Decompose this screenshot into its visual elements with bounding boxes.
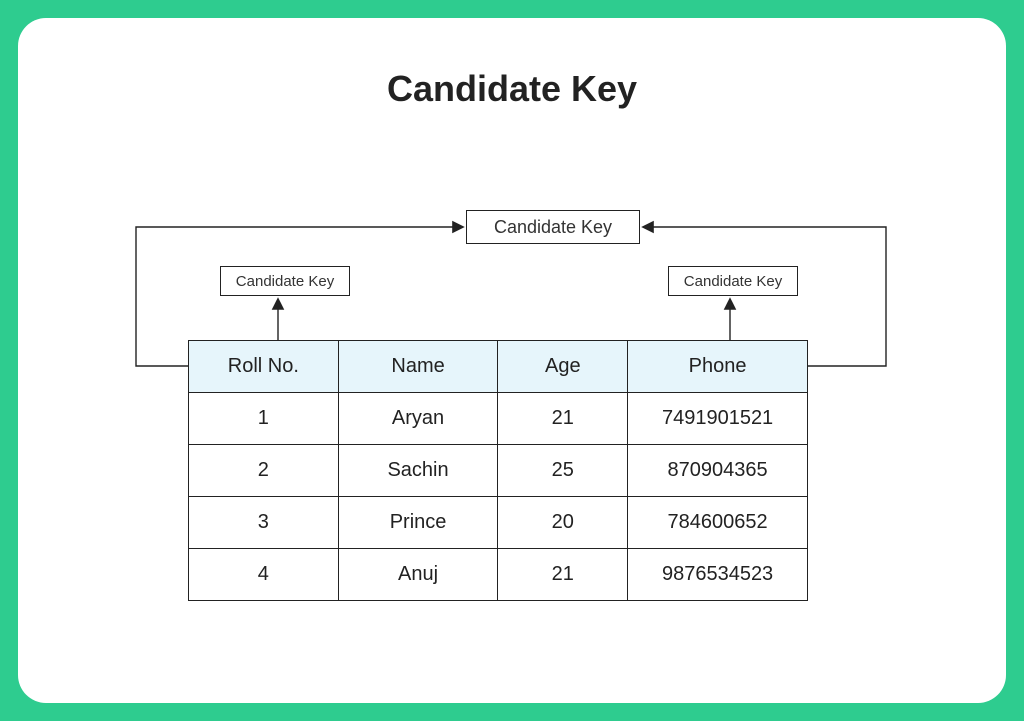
- card: Candidate Key Candidate Key Candidate Ke…: [18, 18, 1006, 703]
- candidate-key-left-box: Candidate Key: [220, 266, 350, 296]
- col-name: Name: [338, 341, 498, 393]
- table-row: 1 Aryan 21 7491901521: [189, 393, 808, 445]
- col-rollno: Roll No.: [189, 341, 339, 393]
- cell: 3: [189, 497, 339, 549]
- candidate-key-top-box: Candidate Key: [466, 210, 640, 244]
- cell: Sachin: [338, 445, 498, 497]
- table-header-row: Roll No. Name Age Phone: [189, 341, 808, 393]
- cell: 9876534523: [628, 549, 808, 601]
- cell: Anuj: [338, 549, 498, 601]
- page-title: Candidate Key: [78, 68, 946, 110]
- candidate-key-right-box: Candidate Key: [668, 266, 798, 296]
- table-row: 4 Anuj 21 9876534523: [189, 549, 808, 601]
- cell: 870904365: [628, 445, 808, 497]
- table-row: 2 Sachin 25 870904365: [189, 445, 808, 497]
- col-age: Age: [498, 341, 628, 393]
- cell: 2: [189, 445, 339, 497]
- cell: 21: [498, 393, 628, 445]
- cell: 21: [498, 549, 628, 601]
- cell: 1: [189, 393, 339, 445]
- cell: 4: [189, 549, 339, 601]
- col-phone: Phone: [628, 341, 808, 393]
- table-row: 3 Prince 20 784600652: [189, 497, 808, 549]
- cell: 784600652: [628, 497, 808, 549]
- diagram-area: Candidate Key Candidate Key Candidate Ke…: [78, 110, 946, 670]
- cell: Aryan: [338, 393, 498, 445]
- cell: 25: [498, 445, 628, 497]
- data-table: Roll No. Name Age Phone 1 Aryan 21 74919…: [188, 340, 808, 601]
- cell: 7491901521: [628, 393, 808, 445]
- cell: 20: [498, 497, 628, 549]
- cell: Prince: [338, 497, 498, 549]
